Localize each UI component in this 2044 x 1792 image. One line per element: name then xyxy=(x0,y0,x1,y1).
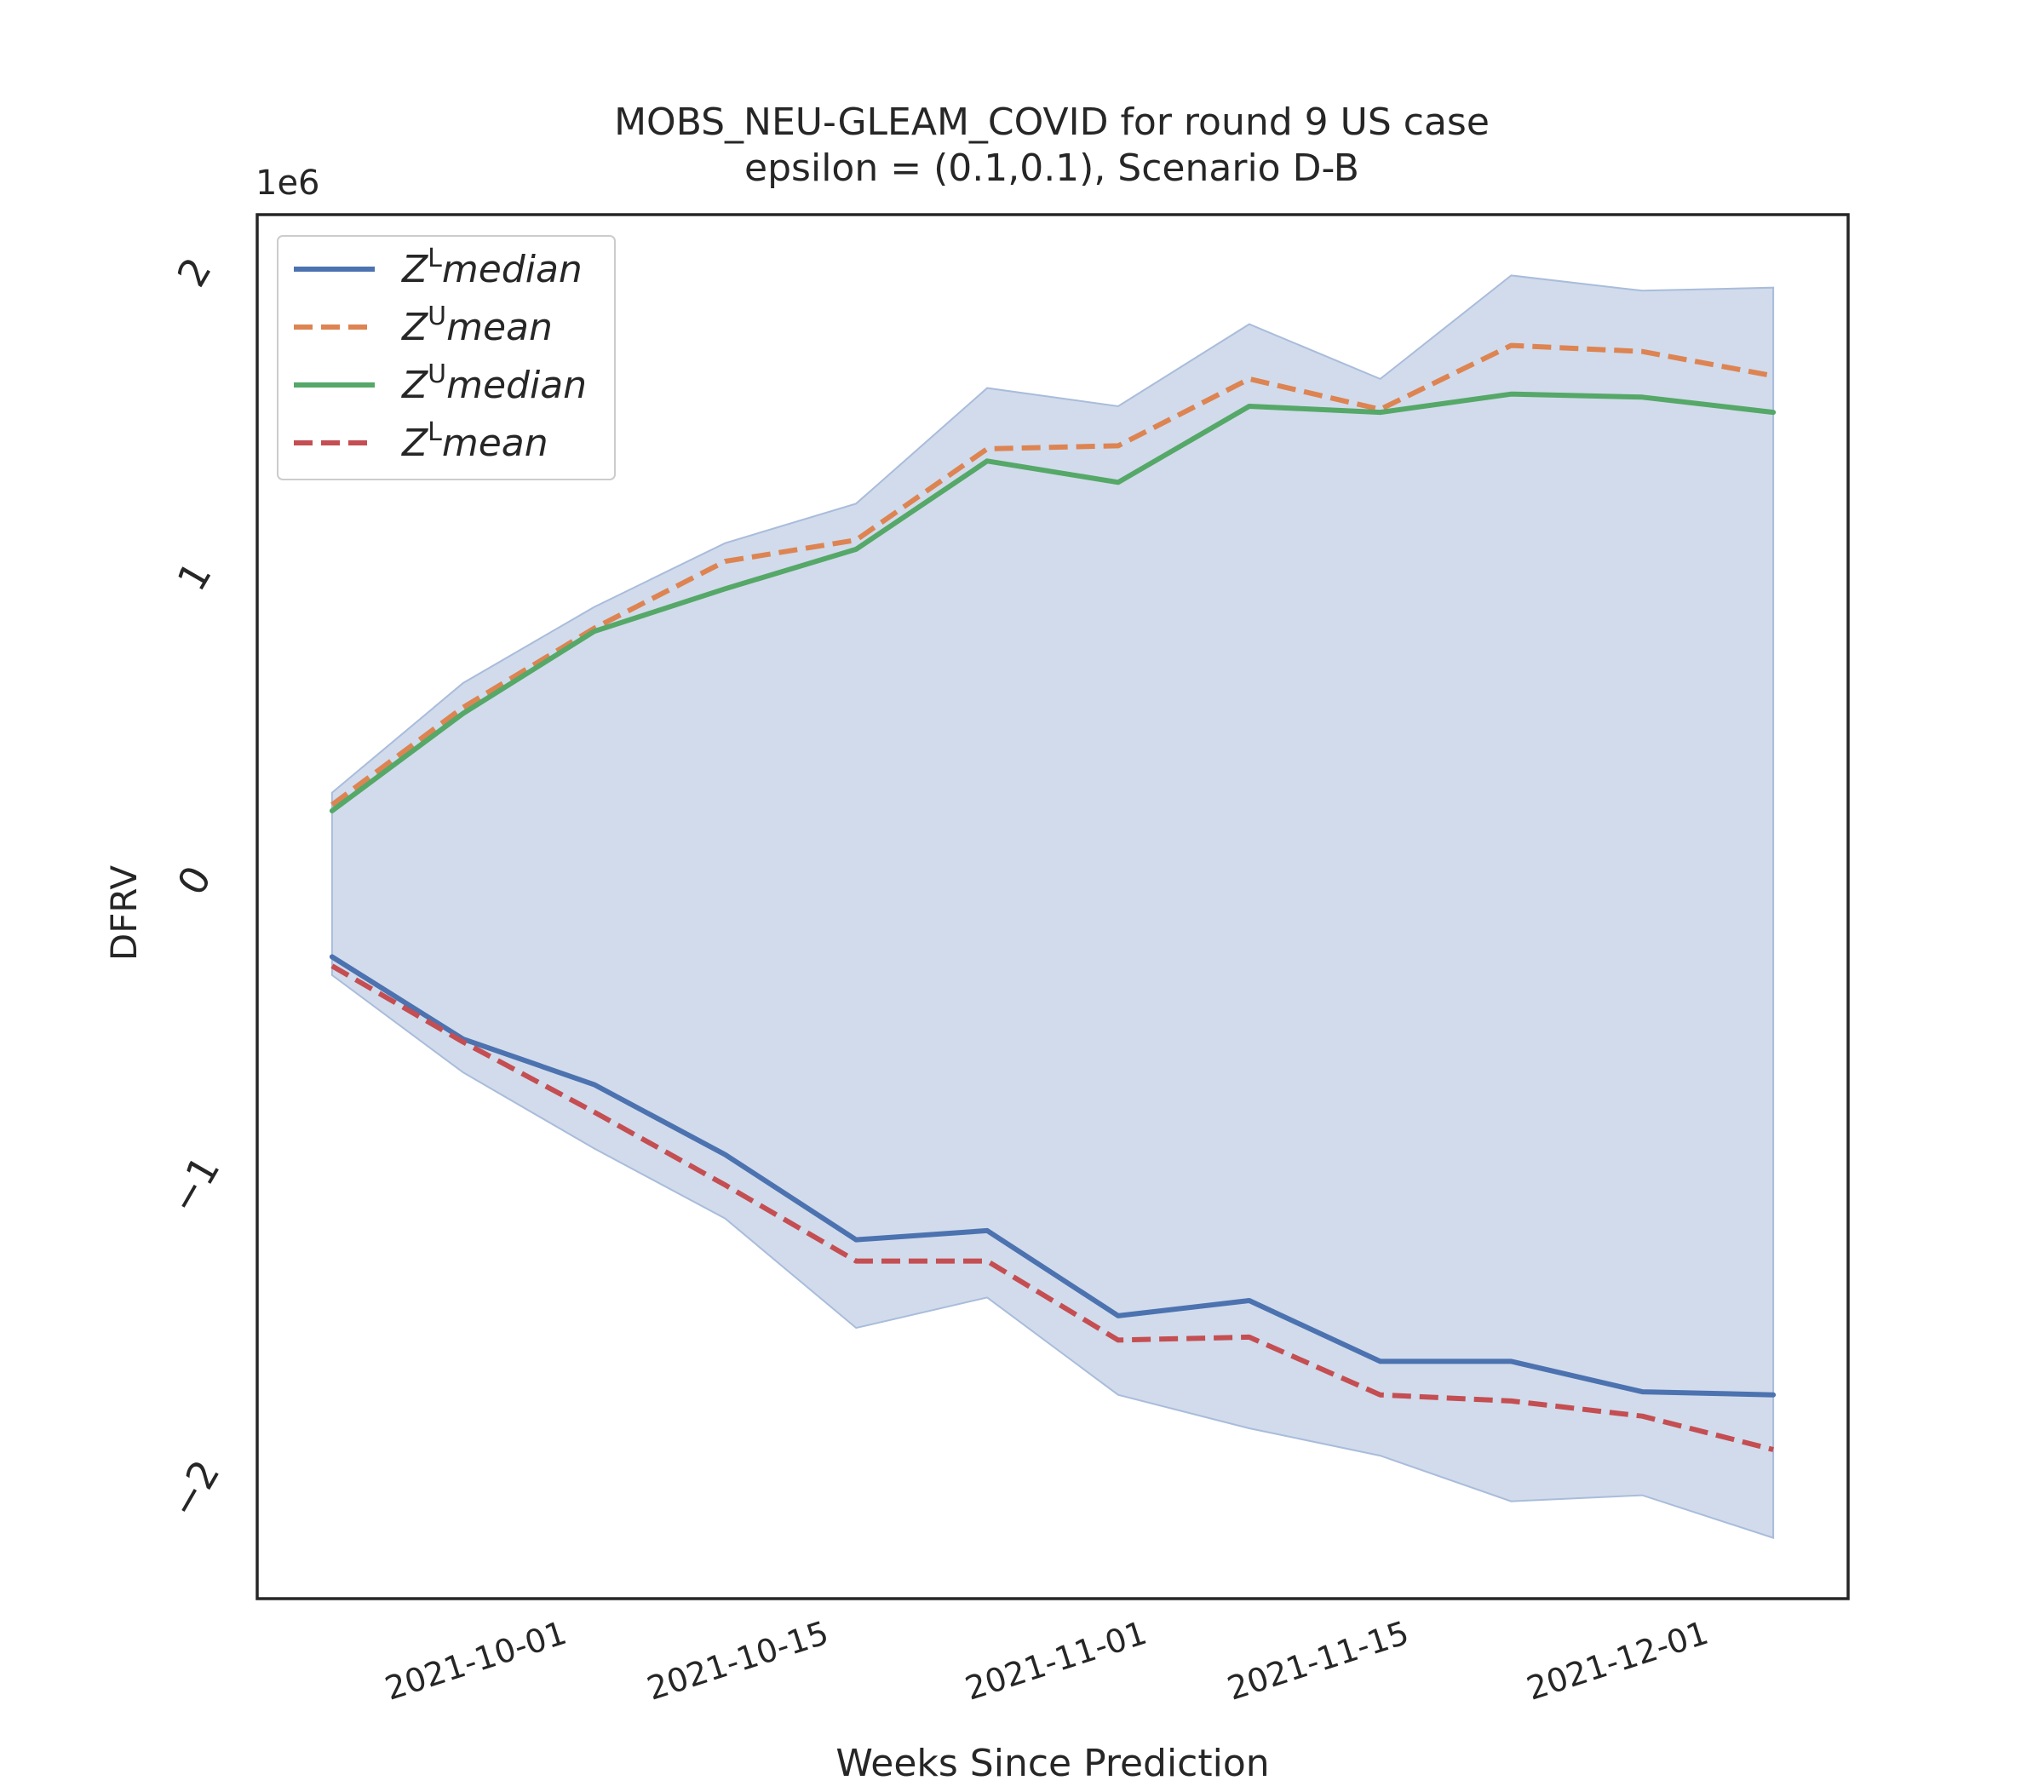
chart-title: MOBS_NEU-GLEAM_COVID for round 9 US case xyxy=(614,101,1490,144)
y-tick-label: 0 xyxy=(168,859,220,903)
legend-label-2: ZUmean xyxy=(401,302,553,349)
x-tick-label: 2021-11-01 xyxy=(961,1614,1151,1708)
series-line-2 xyxy=(330,342,1774,807)
y-tick-label: 1 xyxy=(168,554,220,598)
chart-subtitle: epsilon = (0.1,0.1), Scenario D-B xyxy=(744,146,1359,190)
uncertainty-band xyxy=(330,274,1775,1539)
y-axis-label: DFRV xyxy=(103,865,145,961)
x-tick-label: 2021-12-01 xyxy=(1522,1614,1713,1708)
y-tick-label: −1 xyxy=(160,1148,229,1221)
x-tick-label: 2021-11-15 xyxy=(1223,1614,1414,1708)
y-tick-label: 2 xyxy=(168,250,220,294)
y-offset-label: 1e6 xyxy=(256,164,320,203)
band-layer xyxy=(330,274,1775,1539)
legend-label-3: ZUmedian xyxy=(401,359,587,407)
y-tick-labels: −2 −1 0 1 2 xyxy=(160,250,229,1525)
y-tick-label: −2 xyxy=(160,1452,229,1525)
series-layer xyxy=(329,342,1777,1452)
series-line-4 xyxy=(330,963,1774,1452)
legend-label-4: ZLmean xyxy=(401,417,548,465)
x-tick-labels: 2021-10-01 2021-10-15 2021-11-01 2021-11-15… xyxy=(381,1614,1713,1708)
legend-label-1: ZLmedian xyxy=(401,244,583,291)
x-axis-label: Weeks Since Prediction xyxy=(835,1742,1269,1785)
x-tick-label: 2021-10-15 xyxy=(642,1614,833,1708)
x-tick-label: 2021-10-01 xyxy=(381,1614,571,1708)
plot-frame xyxy=(256,213,1850,1600)
legend: ZLmedian ZUmean ZUmedian ZLmean xyxy=(277,235,616,480)
series-line-1 xyxy=(329,954,1777,1398)
legend-box xyxy=(277,235,616,480)
series-line-3 xyxy=(329,391,1777,813)
